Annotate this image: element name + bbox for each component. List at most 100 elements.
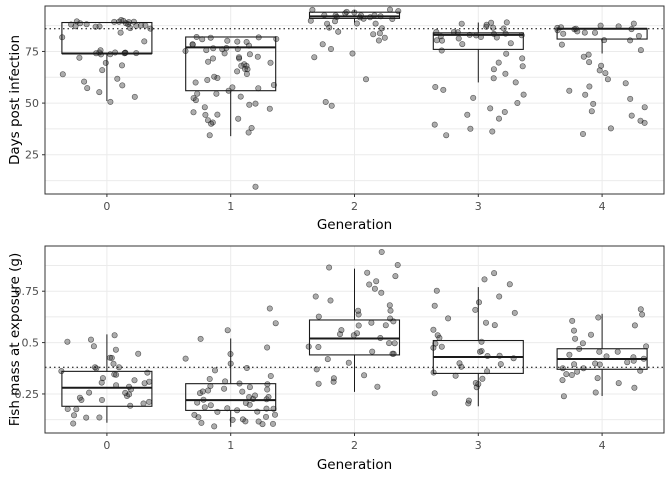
data-point (205, 387, 212, 394)
data-point (465, 397, 472, 404)
data-point (198, 419, 205, 426)
data-point (244, 66, 251, 73)
data-point (236, 54, 243, 61)
data-point (108, 354, 115, 361)
data-point (322, 99, 329, 106)
data-point (353, 330, 360, 337)
data-point (246, 101, 253, 108)
data-point (472, 306, 479, 313)
data-point (370, 31, 377, 38)
data-point (96, 414, 103, 421)
data-point (313, 366, 320, 373)
data-point (392, 273, 399, 280)
data-point (458, 20, 465, 27)
data-point (484, 368, 491, 375)
data-point (431, 121, 438, 128)
data-point (199, 388, 206, 395)
data-point (624, 359, 631, 366)
data-point (587, 331, 594, 338)
boxplots (61, 268, 648, 427)
data-point (141, 38, 148, 45)
x-tick-label: 3 (475, 439, 482, 452)
data-point (140, 400, 147, 407)
data-point (433, 28, 440, 35)
data-point (476, 348, 483, 355)
y-axis-title: Fish mass at exposure (g) (7, 253, 23, 426)
data-point (373, 278, 380, 285)
data-point (245, 129, 252, 136)
data-point (566, 351, 573, 358)
data-point (366, 281, 373, 288)
data-point (604, 76, 611, 83)
data-point (192, 97, 199, 104)
boxplot-3 (432, 287, 524, 407)
data-point (194, 90, 201, 97)
data-point (511, 309, 518, 316)
data-point (265, 393, 272, 400)
data-point (592, 389, 599, 396)
data-point (221, 385, 228, 392)
data-point (214, 111, 221, 118)
data-point (76, 54, 83, 61)
boxplot-2 (308, 268, 401, 392)
data-point (614, 348, 621, 355)
data-point (520, 91, 527, 98)
data-point (71, 412, 78, 419)
x-tick-label: 4 (599, 200, 606, 213)
data-point (559, 377, 566, 384)
data-point (273, 35, 280, 42)
data-point (86, 389, 93, 396)
data-point (438, 37, 445, 44)
boxplot-1 (185, 338, 277, 427)
data-point (107, 98, 114, 105)
data-point (456, 360, 463, 367)
data-point (264, 344, 271, 351)
data-point (580, 53, 587, 60)
y-axis-ticks: 25 50 75 (25, 45, 45, 162)
data-point (586, 83, 593, 90)
data-point (88, 336, 95, 343)
data-point (234, 68, 241, 75)
data-point (312, 293, 319, 300)
jitter-points (58, 249, 650, 430)
data-point (237, 93, 244, 100)
data-point (266, 305, 273, 312)
data-point (582, 91, 589, 98)
data-point (496, 293, 503, 300)
data-point (267, 59, 274, 66)
data-point (330, 375, 337, 382)
data-point (475, 299, 482, 306)
data-point (432, 84, 439, 91)
data-point (99, 67, 106, 74)
data-point (372, 20, 379, 27)
data-point (443, 132, 450, 139)
data-point (144, 369, 151, 376)
data-point (210, 55, 217, 62)
data-point (326, 264, 333, 271)
data-point (202, 111, 209, 118)
data-point (596, 348, 603, 355)
data-point (353, 20, 360, 27)
data-point (483, 23, 490, 30)
data-point (311, 54, 318, 61)
boxplots (61, 10, 648, 137)
data-point (229, 84, 236, 91)
data-point (570, 327, 577, 334)
data-point (135, 350, 142, 357)
data-point (266, 105, 273, 112)
data-point (207, 34, 214, 41)
data-point (464, 111, 471, 118)
data-point (596, 67, 603, 74)
data-point (489, 128, 496, 135)
data-point (635, 32, 642, 39)
data-point (497, 361, 504, 368)
data-point (252, 183, 259, 190)
data-point (491, 270, 498, 277)
data-point (381, 34, 388, 41)
data-point (81, 78, 88, 85)
data-point (361, 372, 368, 379)
box-iqr (432, 32, 524, 50)
data-point (224, 327, 231, 334)
data-point (371, 285, 378, 292)
